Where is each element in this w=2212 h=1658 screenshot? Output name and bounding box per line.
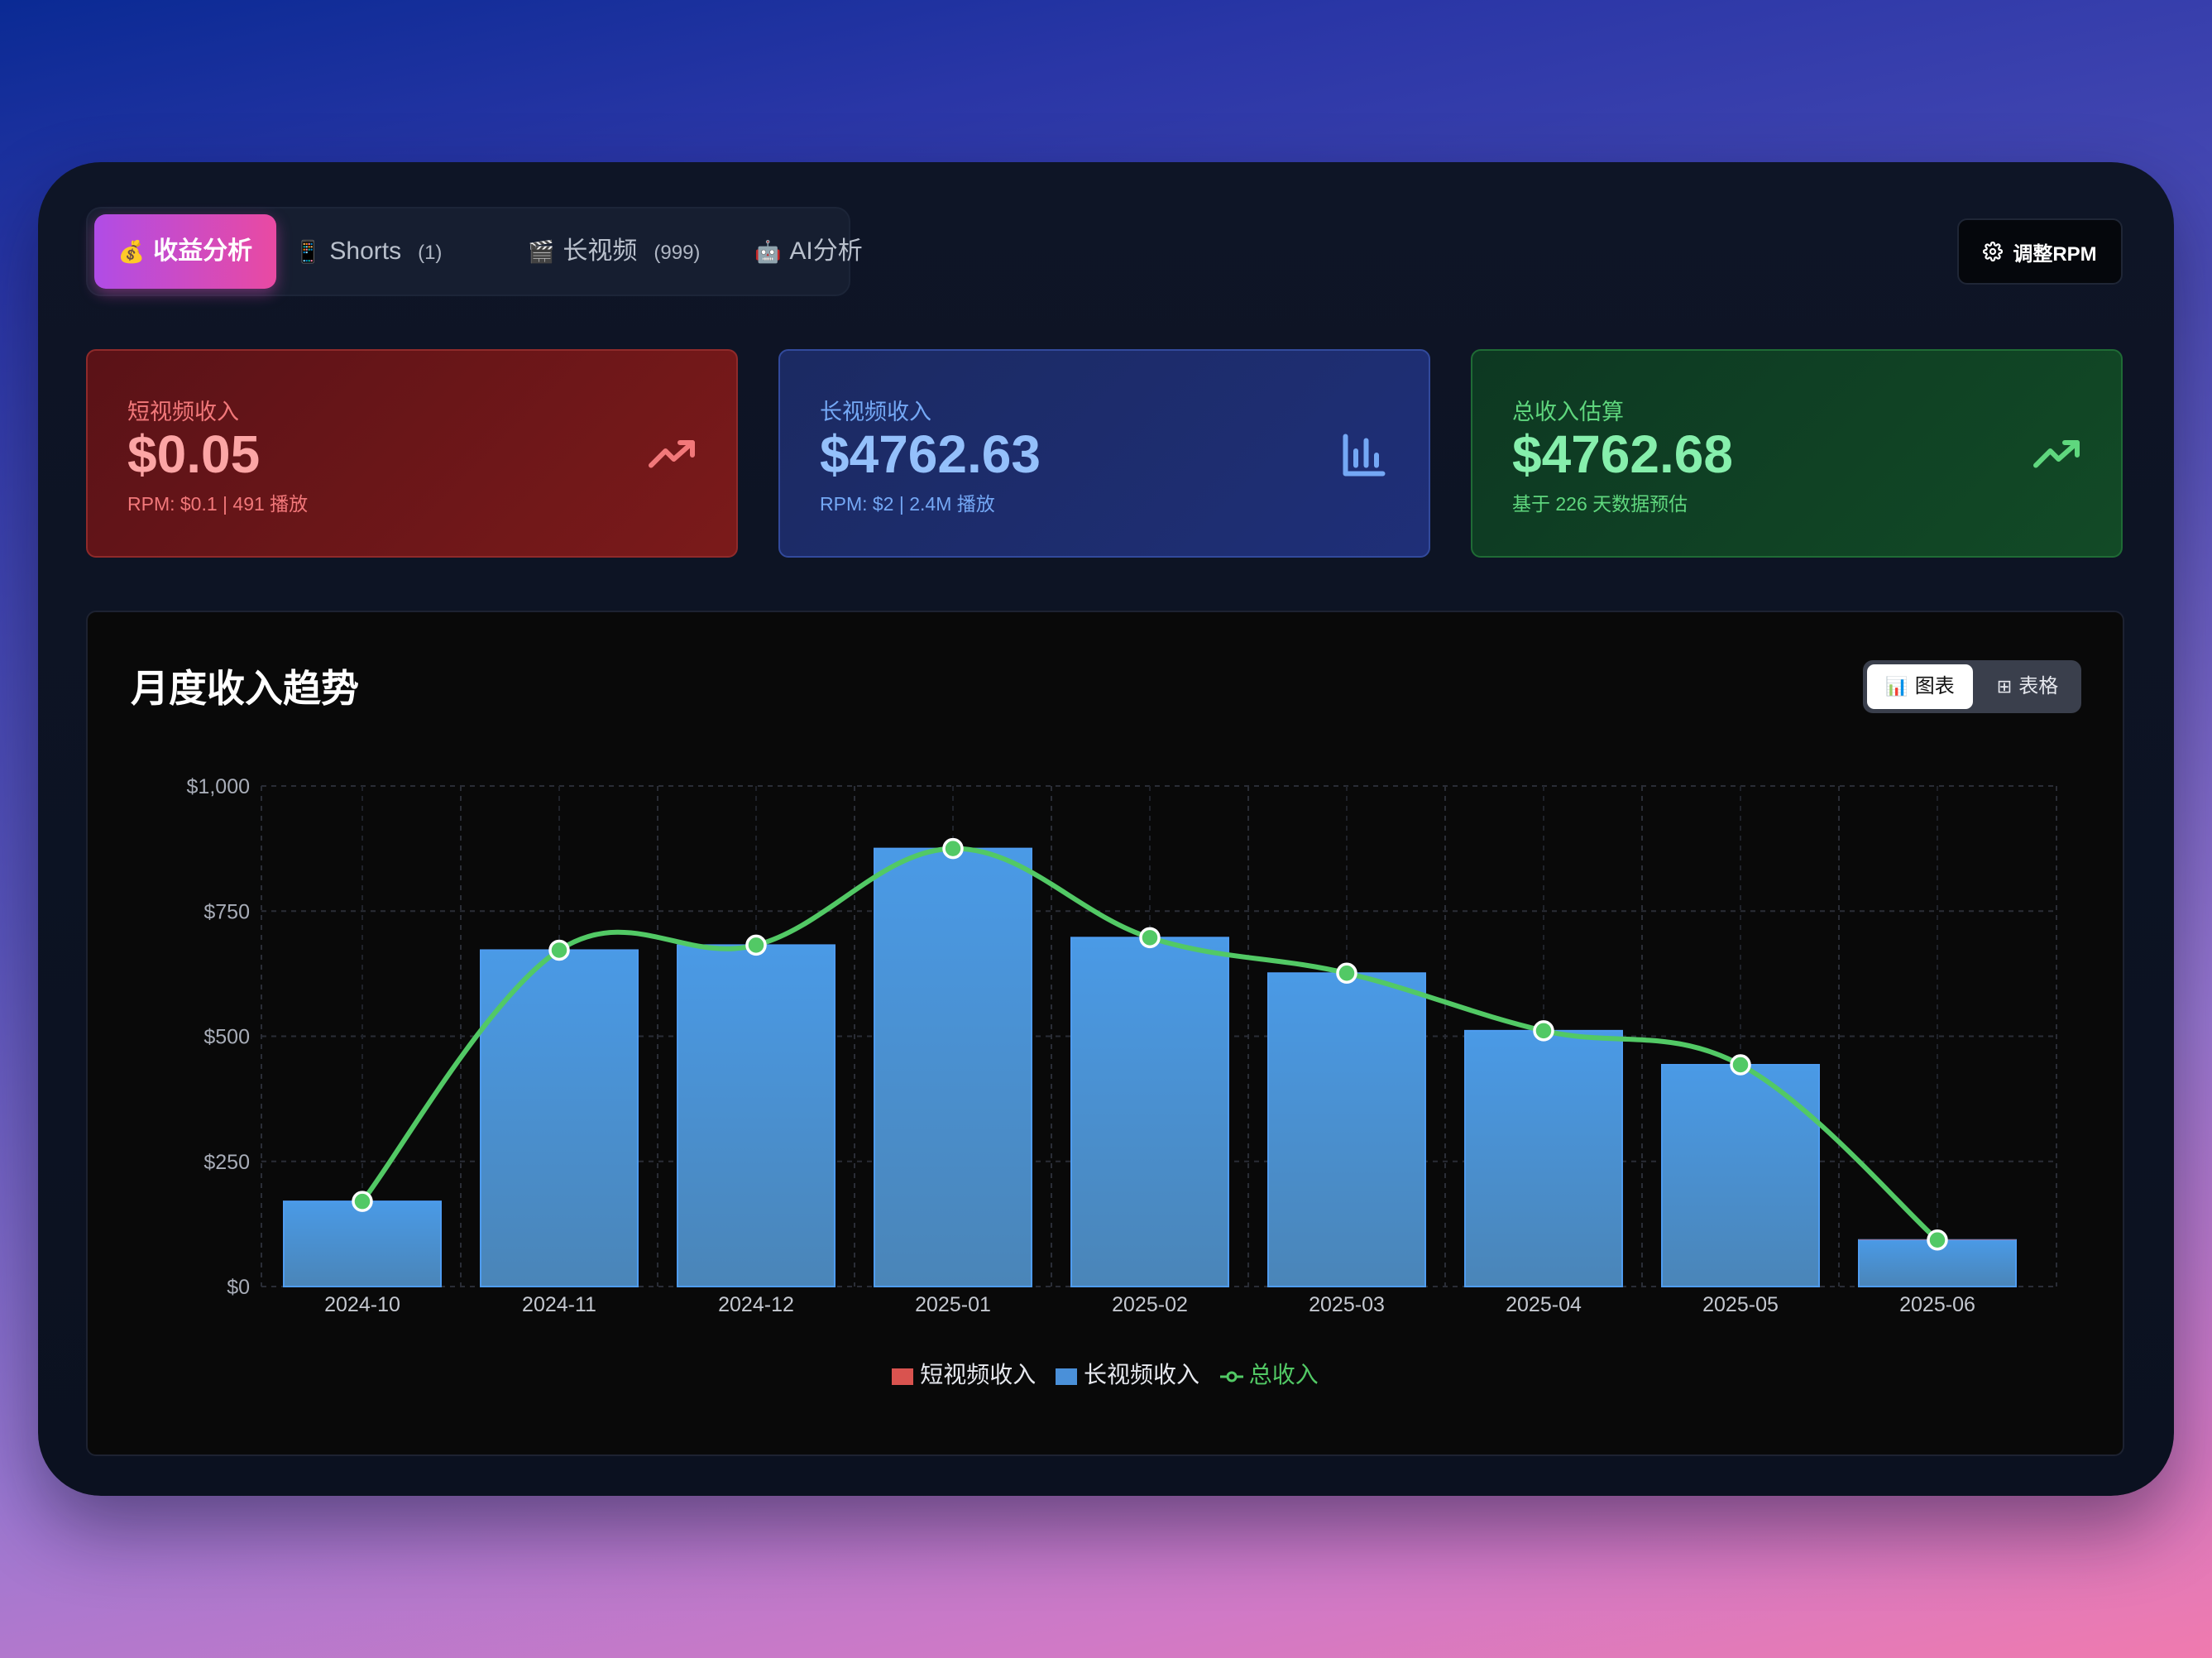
legend-swatch: [892, 1368, 914, 1385]
legend-label: 总收入: [1248, 1362, 1319, 1387]
x-tick-label: 2024-10: [324, 1293, 400, 1316]
bar-long-video[interactable]: [677, 944, 835, 1287]
total-revenue-point[interactable]: [1730, 1054, 1751, 1076]
x-tick-label: 2025-03: [1309, 1293, 1385, 1316]
monthly-revenue-chart-section: 月度收入趋势 📊 图表 ⊞ 表格 $0 $250 $500 $750 $1,000 2024-…: [86, 611, 2124, 1456]
tab-label: 收益分析: [153, 237, 253, 265]
card-label: 总收入估算: [1512, 400, 1624, 424]
chart-view-label: 图表: [1914, 675, 1955, 697]
chart-title: 月度收入趋势: [131, 667, 359, 710]
gear-icon: [1983, 242, 2004, 261]
table-view-label: 表格: [2018, 675, 2059, 697]
trending-up-icon: [649, 440, 695, 468]
tab-count: (1): [418, 242, 443, 264]
card-label: 长视频收入: [820, 400, 931, 424]
x-tick-label: 2025-04: [1506, 1293, 1582, 1316]
x-tick-label: 2024-11: [522, 1293, 596, 1316]
total-revenue-point[interactable]: [1533, 1020, 1554, 1042]
total-revenue-line: [360, 846, 1940, 1243]
chart-view-button[interactable]: 📊 图表: [1867, 664, 1973, 709]
main-panel: 💰 收益分析 📱 Shorts (1) 🎬 长视频 (999) 🤖 AI分析 调整RPM 短…: [38, 162, 2174, 1496]
tab-count: (999): [654, 242, 701, 264]
x-tick-label: 2024-12: [718, 1293, 794, 1316]
tab-label: AI分析: [789, 237, 863, 265]
trending-up-icon: [2033, 440, 2080, 468]
money-bag-icon: 💰: [117, 239, 146, 264]
total-revenue-point[interactable]: [1336, 962, 1357, 985]
card-label: 短视频收入: [127, 400, 239, 424]
bar-long-video[interactable]: [1070, 937, 1229, 1287]
bar-long-video[interactable]: [283, 1200, 442, 1288]
tab-revenue-analysis[interactable]: 💰 收益分析: [94, 214, 276, 289]
legend-item-long[interactable]: 长视频收入: [1055, 1357, 1199, 1390]
card-subtext: RPM: $2 | 2.4M 播放: [820, 493, 995, 515]
total-revenue-point[interactable]: [548, 939, 570, 961]
bar-long-video[interactable]: [480, 949, 639, 1287]
revenue-chart: $0 $250 $500 $750 $1,000 2024-10 2024-11 2024-1…: [187, 775, 2057, 1316]
bar-long-video[interactable]: [1464, 1029, 1623, 1287]
tab-label: 长视频: [563, 237, 638, 265]
legend-label: 短视频收入: [920, 1362, 1037, 1387]
robot-icon: 🤖: [754, 239, 782, 264]
bar-chart-icon: [1343, 434, 1386, 477]
tab-long-videos[interactable]: 🎬 长视频 (999): [528, 214, 700, 289]
tab-label: Shorts: [329, 237, 402, 265]
bar-long-video[interactable]: [874, 847, 1032, 1287]
y-tick-label: $0: [227, 1276, 250, 1299]
adjust-rpm-label: 调整RPM: [2013, 242, 2097, 266]
clapperboard-icon: 🎬: [528, 239, 555, 264]
legend-item-short[interactable]: 短视频收入: [892, 1357, 1036, 1390]
bar-long-video[interactable]: [1661, 1063, 1820, 1287]
legend-line-swatch: [1219, 1371, 1243, 1382]
total-revenue-point[interactable]: [942, 837, 964, 860]
total-revenue-point[interactable]: [745, 934, 767, 956]
total-revenue-point[interactable]: [1139, 927, 1161, 949]
y-tick-label: $250: [203, 1151, 250, 1174]
card-subtext: RPM: $0.1 | 491 播放: [127, 493, 309, 515]
card-subtext: 基于 226 天数据预估: [1512, 493, 1688, 515]
card-value: $0.05: [127, 424, 261, 484]
view-toggle: 📊 图表 ⊞ 表格: [1863, 660, 2081, 713]
card-value: $4762.68: [1512, 424, 1733, 484]
x-tick-label: 2025-05: [1702, 1293, 1779, 1316]
x-tick-label: 2025-02: [1112, 1293, 1188, 1316]
y-tick-label: $1,000: [187, 775, 250, 798]
legend-swatch: [1055, 1368, 1077, 1385]
adjust-rpm-button[interactable]: 调整RPM: [1957, 218, 2123, 285]
long-video-revenue-card: 长视频收入 $4762.63 RPM: $2 | 2.4M 播放: [778, 349, 1430, 558]
x-tick-label: 2025-06: [1899, 1293, 1975, 1316]
tab-shorts[interactable]: 📱 Shorts (1): [294, 214, 442, 289]
total-revenue-card: 总收入估算 $4762.68 基于 226 天数据预估: [1471, 349, 2123, 558]
card-value: $4762.63: [820, 424, 1041, 484]
bar-long-video[interactable]: [1267, 972, 1426, 1287]
tab-bar: 💰 收益分析 📱 Shorts (1) 🎬 长视频 (999) 🤖 AI分析: [86, 207, 863, 296]
mobile-phone-icon: 📱: [294, 239, 322, 264]
tab-ai-analysis[interactable]: 🤖 AI分析: [754, 214, 863, 289]
legend-label: 长视频收入: [1083, 1362, 1199, 1387]
x-tick-label: 2025-01: [915, 1293, 991, 1316]
table-view-button[interactable]: ⊞ 表格: [1977, 664, 2078, 709]
total-revenue-point[interactable]: [352, 1191, 373, 1212]
table-grid-icon: ⊞: [1996, 676, 2013, 697]
y-tick-label: $500: [203, 1026, 250, 1049]
chart-legend: 短视频收入 长视频收入 总收入: [88, 1357, 2123, 1390]
total-revenue-point[interactable]: [1927, 1229, 1948, 1251]
bar-chart-icon: 📊: [1885, 676, 1908, 697]
y-tick-label: $750: [203, 900, 250, 923]
legend-item-total[interactable]: 总收入: [1219, 1357, 1319, 1390]
short-video-revenue-card: 短视频收入 $0.05 RPM: $0.1 | 491 播放: [86, 349, 738, 558]
